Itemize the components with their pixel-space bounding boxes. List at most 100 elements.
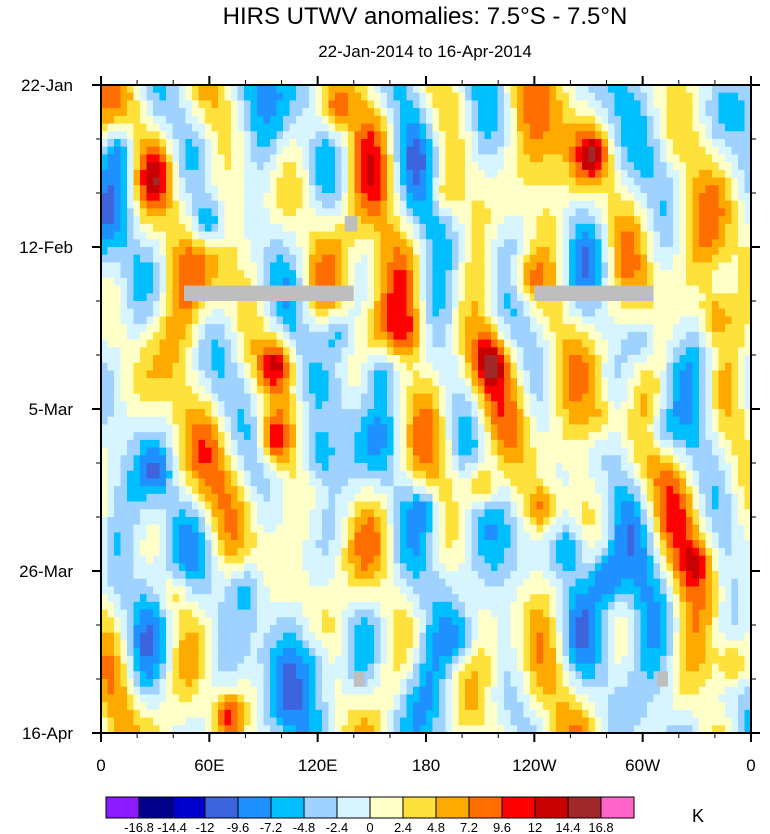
- heatmap-cell: [634, 108, 642, 117]
- heatmap-cell: [705, 162, 713, 171]
- heatmap-cell: [543, 447, 551, 456]
- heatmap-cell: [419, 108, 427, 117]
- heatmap-cell: [458, 455, 466, 464]
- heatmap-cell: [367, 362, 375, 372]
- heatmap-cell: [569, 277, 577, 287]
- heatmap-cell: [718, 239, 726, 248]
- heatmap-cell: [159, 439, 167, 449]
- heatmap-cell: [478, 432, 486, 441]
- heatmap-cell: [179, 131, 187, 140]
- heatmap-cell: [335, 177, 343, 186]
- heatmap-cell: [166, 324, 174, 333]
- heatmap-cell: [224, 262, 232, 271]
- heatmap-cell: [458, 123, 466, 132]
- heatmap-cell: [523, 447, 531, 456]
- heatmap-cell: [114, 393, 122, 402]
- heatmap-cell: [523, 355, 531, 364]
- heatmap-cell: [660, 131, 668, 140]
- heatmap-cell: [146, 293, 154, 302]
- heatmap-cell: [647, 385, 655, 395]
- heatmap-cell: [510, 193, 518, 202]
- heatmap-cell: [608, 231, 616, 240]
- heatmap-cell: [315, 439, 323, 449]
- heatmap-cell: [504, 154, 512, 163]
- heatmap-cell: [348, 362, 356, 372]
- heatmap-cell: [660, 139, 668, 148]
- heatmap-cell: [205, 401, 213, 410]
- heatmap-cell: [114, 401, 122, 410]
- heatmap-cell: [699, 270, 707, 279]
- heatmap-cell: [185, 231, 193, 240]
- heatmap-cell: [107, 169, 115, 179]
- heatmap-cell: [185, 324, 193, 333]
- heatmap-cell: [393, 293, 401, 302]
- heatmap-cell: [731, 324, 739, 333]
- heatmap-cell: [309, 378, 317, 387]
- heatmap-cell: [556, 131, 564, 140]
- heatmap-cell: [595, 239, 603, 248]
- heatmap-cell: [140, 193, 148, 202]
- heatmap-cell: [133, 239, 141, 248]
- heatmap-cell: [192, 239, 200, 248]
- heatmap-cell: [244, 432, 252, 441]
- heatmap-cell: [172, 254, 180, 264]
- heatmap-cell: [179, 92, 187, 102]
- heatmap-cell: [413, 239, 421, 248]
- heatmap-cell: [367, 285, 375, 294]
- heatmap-cell: [692, 331, 700, 341]
- heatmap-cell: [575, 216, 583, 225]
- heatmap-cell: [731, 100, 739, 109]
- heatmap-cell: [478, 216, 486, 225]
- heatmap-cell: [192, 455, 200, 464]
- heatmap-cell: [302, 393, 310, 402]
- heatmap-cell: [439, 247, 447, 256]
- heatmap-cell: [296, 385, 304, 395]
- heatmap-cell: [452, 100, 460, 109]
- heatmap-cell: [601, 200, 609, 210]
- heatmap-cell: [517, 378, 525, 387]
- heatmap-cell: [432, 455, 440, 464]
- heatmap-cell: [549, 154, 557, 163]
- heatmap-cell: [380, 432, 388, 441]
- heatmap-cell: [367, 216, 375, 225]
- heatmap-cell: [107, 115, 115, 125]
- heatmap-cell: [543, 277, 551, 287]
- heatmap-cell: [335, 92, 343, 102]
- heatmap-cell: [185, 108, 193, 117]
- heatmap-cell: [263, 139, 271, 148]
- heatmap-cell: [705, 131, 713, 140]
- heatmap-cell: [562, 185, 570, 194]
- heatmap-cell: [159, 277, 167, 287]
- heatmap-cell: [452, 339, 460, 348]
- heatmap-cell: [549, 262, 557, 271]
- heatmap-cell: [478, 247, 486, 256]
- heatmap-cell: [237, 362, 245, 372]
- heatmap-cell: [530, 331, 538, 341]
- heatmap-cell: [179, 85, 187, 94]
- heatmap-cell: [153, 85, 161, 94]
- heatmap-cell: [686, 409, 694, 418]
- heatmap-cell: [328, 115, 336, 125]
- heatmap-cell: [322, 355, 330, 364]
- heatmap-cell: [322, 439, 330, 449]
- heatmap-cell: [556, 409, 564, 418]
- heatmap-cell: [497, 193, 505, 202]
- heatmap-cell: [393, 316, 401, 325]
- heatmap-cell: [237, 162, 245, 171]
- heatmap-cell: [315, 239, 323, 248]
- heatmap-cell: [738, 316, 746, 325]
- heatmap-cell: [445, 331, 453, 341]
- heatmap-cell: [419, 254, 427, 264]
- heatmap-cell: [744, 401, 752, 410]
- heatmap-cell: [114, 270, 122, 279]
- heatmap-cell: [380, 378, 388, 387]
- heatmap-cell: [374, 277, 382, 287]
- heatmap-cell: [666, 216, 674, 225]
- heatmap-cell: [107, 254, 115, 264]
- heatmap-cell: [341, 447, 349, 456]
- heatmap-cell: [127, 85, 135, 94]
- heatmap-cell: [504, 247, 512, 256]
- heatmap-cell: [647, 370, 655, 379]
- heatmap-cell: [426, 293, 434, 302]
- heatmap-cell: [543, 331, 551, 341]
